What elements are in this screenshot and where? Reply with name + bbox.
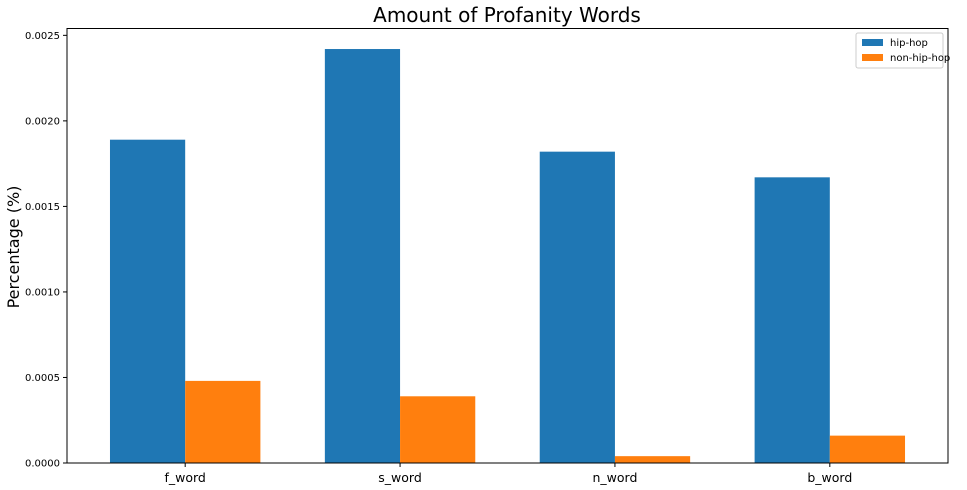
x-tick-label-s_word: s_word (378, 470, 422, 485)
legend-label-non-hip-hop: non-hip-hop (890, 53, 950, 64)
bar-non-hip-hop-b_word (829, 435, 906, 463)
y-tick-label: 0.0015 (25, 202, 60, 213)
bar-non-hip-hop-n_word (614, 456, 691, 463)
plot-frame (66, 28, 949, 464)
bar-hip-hop-b_word (754, 177, 830, 463)
x-tick-label-n_word: n_word (592, 470, 637, 485)
plot-area (109, 49, 906, 464)
x-tick-label-f_word: f_word (164, 470, 205, 485)
y-tick-label: 0.0025 (25, 31, 60, 42)
legend: hip-hop non-hip-hop (855, 32, 950, 69)
legend-swatch-hip-hop (862, 39, 883, 46)
y-axis: 0.0000 0.0005 0.0010 0.0015 0.0020 0.0025 (25, 31, 67, 470)
legend-swatch-non-hip-hop (862, 54, 883, 61)
chart-title: Amount of Profanity Words (373, 3, 641, 27)
legend-label-hip-hop: hip-hop (890, 38, 928, 49)
bar-hip-hop-f_word (109, 139, 186, 463)
x-axis: f_word s_word n_word b_word (164, 463, 852, 485)
y-tick-label: 0.0010 (25, 287, 60, 298)
bar-non-hip-hop-s_word (400, 396, 476, 463)
bar-hip-hop-n_word (539, 151, 615, 464)
bar-non-hip-hop-f_word (185, 380, 261, 463)
y-axis-label: Percentage (%) (4, 186, 23, 309)
y-tick-label: 0.0020 (25, 116, 60, 127)
bar-hip-hop-s_word (324, 49, 401, 463)
x-tick-label-b_word: b_word (807, 470, 852, 485)
y-tick-label: 0.0000 (25, 459, 60, 470)
y-tick-label: 0.0005 (25, 373, 60, 384)
